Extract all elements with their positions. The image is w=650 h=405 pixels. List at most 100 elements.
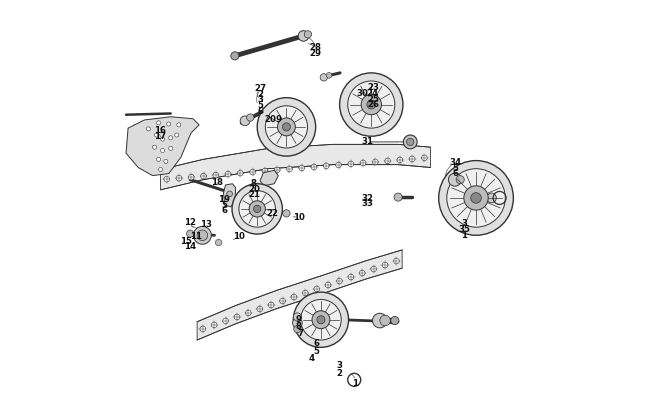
- Text: 22: 22: [266, 209, 278, 218]
- Text: 5: 5: [453, 163, 459, 172]
- Polygon shape: [197, 250, 402, 340]
- Circle shape: [200, 326, 205, 332]
- Circle shape: [169, 136, 173, 141]
- Circle shape: [213, 173, 218, 179]
- Text: 10: 10: [233, 232, 244, 241]
- Circle shape: [487, 194, 497, 203]
- Text: 6: 6: [453, 169, 459, 178]
- Circle shape: [291, 294, 297, 300]
- Circle shape: [464, 186, 488, 211]
- Circle shape: [223, 318, 228, 324]
- Text: 6: 6: [221, 205, 228, 214]
- Circle shape: [380, 315, 391, 326]
- Circle shape: [161, 149, 164, 153]
- Circle shape: [320, 75, 328, 82]
- Circle shape: [280, 298, 285, 304]
- Circle shape: [157, 158, 161, 162]
- Text: 9: 9: [296, 315, 302, 324]
- Circle shape: [312, 311, 330, 329]
- Text: 16: 16: [154, 126, 166, 135]
- Circle shape: [188, 175, 194, 181]
- Text: 4: 4: [309, 353, 315, 362]
- Circle shape: [278, 119, 295, 136]
- Text: 8: 8: [296, 322, 302, 330]
- Polygon shape: [161, 145, 430, 190]
- Circle shape: [447, 169, 505, 228]
- Text: 10: 10: [292, 212, 305, 221]
- Circle shape: [422, 156, 427, 161]
- Circle shape: [471, 193, 481, 204]
- Text: 23: 23: [367, 83, 379, 92]
- Text: 34: 34: [450, 158, 461, 166]
- Circle shape: [231, 53, 239, 61]
- Circle shape: [176, 176, 182, 181]
- Text: 35: 35: [458, 224, 470, 233]
- Circle shape: [146, 128, 150, 132]
- Circle shape: [293, 313, 302, 321]
- Text: 33: 33: [361, 199, 374, 208]
- Circle shape: [360, 161, 366, 166]
- Polygon shape: [126, 117, 199, 176]
- Circle shape: [215, 240, 222, 246]
- Circle shape: [317, 316, 325, 324]
- Circle shape: [254, 206, 261, 213]
- Text: 7: 7: [298, 328, 304, 337]
- Circle shape: [287, 167, 292, 173]
- Circle shape: [166, 123, 171, 127]
- Circle shape: [201, 174, 206, 179]
- Text: 19: 19: [218, 195, 230, 204]
- Circle shape: [397, 158, 403, 163]
- Polygon shape: [254, 185, 268, 200]
- Text: 30: 30: [357, 89, 369, 98]
- Circle shape: [164, 160, 168, 164]
- Circle shape: [153, 146, 157, 150]
- Text: 12: 12: [184, 217, 196, 226]
- Circle shape: [268, 303, 274, 308]
- Circle shape: [325, 282, 331, 288]
- Circle shape: [293, 292, 348, 347]
- Circle shape: [197, 230, 207, 241]
- Text: 5: 5: [257, 101, 263, 110]
- Circle shape: [372, 160, 378, 165]
- Circle shape: [385, 159, 391, 164]
- Text: 21: 21: [248, 190, 260, 198]
- Circle shape: [187, 230, 194, 238]
- Circle shape: [239, 191, 276, 228]
- Circle shape: [439, 161, 514, 236]
- Circle shape: [262, 169, 268, 175]
- Circle shape: [456, 176, 464, 184]
- Text: 11: 11: [190, 231, 202, 240]
- Circle shape: [175, 134, 179, 138]
- Circle shape: [311, 165, 317, 171]
- Circle shape: [370, 266, 376, 272]
- Text: 3: 3: [337, 360, 343, 369]
- Circle shape: [361, 95, 382, 115]
- Text: 5: 5: [313, 346, 319, 355]
- Text: 2: 2: [337, 368, 343, 377]
- Circle shape: [410, 157, 415, 162]
- Circle shape: [237, 171, 243, 177]
- Text: 28: 28: [309, 43, 322, 52]
- Text: 9: 9: [276, 115, 281, 124]
- Circle shape: [314, 286, 320, 292]
- Text: 14: 14: [184, 241, 196, 250]
- Circle shape: [257, 98, 316, 157]
- Circle shape: [246, 115, 254, 122]
- Circle shape: [348, 275, 354, 280]
- Circle shape: [299, 166, 305, 171]
- Circle shape: [391, 317, 399, 325]
- Circle shape: [227, 192, 233, 197]
- Circle shape: [304, 32, 311, 39]
- Circle shape: [335, 163, 341, 168]
- Circle shape: [250, 170, 255, 175]
- Circle shape: [226, 172, 231, 177]
- Polygon shape: [260, 171, 278, 186]
- Text: 27: 27: [254, 84, 266, 93]
- Text: 18: 18: [211, 178, 222, 187]
- Circle shape: [249, 201, 265, 217]
- Circle shape: [265, 107, 307, 149]
- Circle shape: [339, 74, 403, 137]
- Circle shape: [234, 314, 240, 320]
- Circle shape: [298, 32, 309, 42]
- Circle shape: [382, 262, 388, 268]
